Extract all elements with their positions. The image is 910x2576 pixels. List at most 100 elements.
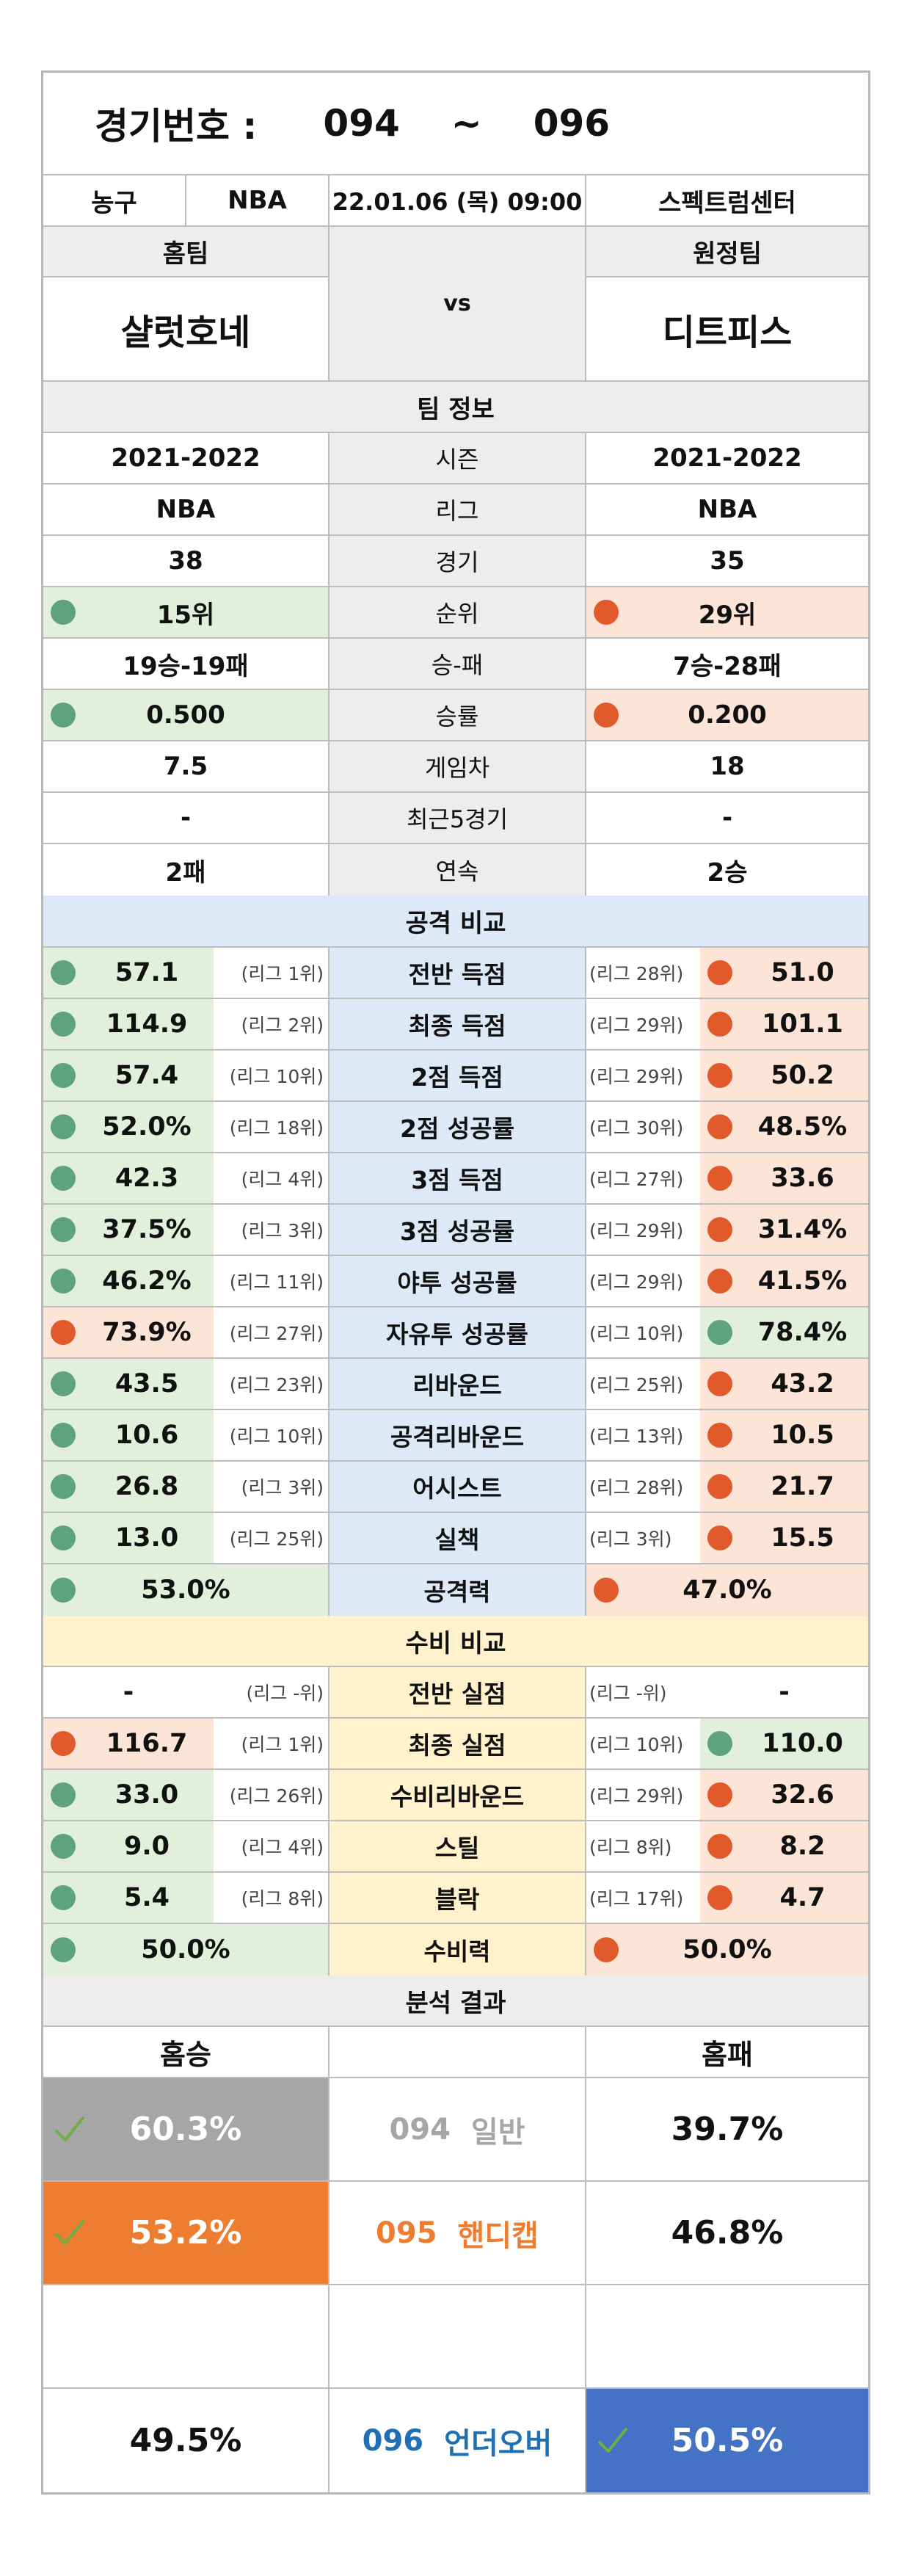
- away-value-cell: 35: [586, 536, 868, 586]
- home-probability-cell: 53.2%: [43, 2182, 330, 2284]
- red-dot-icon: [707, 1474, 732, 1499]
- red-dot-icon: [707, 1525, 732, 1550]
- away-probability: 50.5%: [671, 2422, 784, 2459]
- away-stat-cell: 48.5%: [700, 1102, 868, 1152]
- home-stat-cell: 57.1: [43, 948, 214, 998]
- team-info-row: 7.5 게임차 18: [43, 741, 868, 793]
- check-icon: [51, 2111, 89, 2149]
- away-rank: (리그 13위): [589, 1426, 684, 1447]
- home-probability-cell: 49.5%: [43, 2389, 330, 2492]
- analysis-title-row: 분석 결과: [43, 1975, 868, 2027]
- green-dot-icon: [51, 1525, 76, 1550]
- away-stat-cell: 110.0: [700, 1719, 868, 1768]
- home-value-cell: 2패: [43, 844, 330, 896]
- stat-label: 승률: [330, 690, 586, 740]
- away-value: NBA: [697, 495, 757, 524]
- away-stat-value: 41.5%: [757, 1266, 848, 1296]
- green-dot-icon: [51, 1423, 76, 1448]
- away-stat-cell: 33.6: [700, 1153, 868, 1203]
- teams-block: 홈팀 샬럿호네 vs 원정팀 디트피스: [43, 227, 868, 382]
- attack-stat-row: 57.1 (리그 1위) 전반 득점 (리그 28위) 51.0: [43, 948, 868, 999]
- away-stat-value: 110.0: [762, 1729, 843, 1758]
- home-stat-cell: 5.4: [43, 1873, 214, 1923]
- away-value: 2승: [707, 857, 748, 888]
- stat-label: 야투 성공률: [330, 1256, 586, 1306]
- home-stat-value: 46.2%: [102, 1266, 192, 1296]
- green-dot-icon: [51, 1885, 76, 1910]
- away-value-cell: 7승-28패: [586, 639, 868, 689]
- away-rank: (리그 8위): [589, 1837, 672, 1858]
- league-cell: NBA: [186, 175, 330, 225]
- bet-code: 096: [362, 2423, 424, 2458]
- home-rank: (리그 3위): [214, 1462, 330, 1512]
- away-rank: (리그 30위): [589, 1117, 684, 1139]
- home-stat-value: 57.1: [114, 958, 179, 987]
- home-stat-cell: 116.7: [43, 1719, 214, 1768]
- stat-label: 실책: [330, 1513, 586, 1563]
- red-dot-icon: [707, 1269, 732, 1294]
- attack-stat-row: 114.9 (리그 2위) 최종 득점 (리그 29위) 101.1: [43, 999, 868, 1051]
- green-dot-icon: [51, 1166, 76, 1191]
- home-rank: (리그 8위): [214, 1873, 330, 1923]
- away-rank: (리그 29위): [589, 1220, 684, 1241]
- away-probability: 46.8%: [671, 2214, 784, 2252]
- red-dot-icon: [707, 960, 732, 985]
- away-stat-cell: 32.6: [700, 1770, 868, 1820]
- attack-rows: 57.1 (리그 1위) 전반 득점 (리그 28위) 51.0 114.9 (리그 2위)…: [43, 948, 868, 1616]
- stat-label: 리그: [330, 485, 586, 534]
- stat-label: 3점 득점: [330, 1153, 586, 1203]
- home-stat-value: 73.9%: [102, 1318, 192, 1347]
- away-rank: (리그 27위): [589, 1169, 684, 1190]
- home-rank: (리그 25위): [214, 1513, 330, 1563]
- away-value: 35: [710, 546, 745, 576]
- red-dot-icon: [594, 1937, 619, 1962]
- home-rank: (리그 11위): [214, 1256, 330, 1306]
- away-value: 18: [710, 752, 745, 781]
- green-dot-icon: [51, 960, 76, 985]
- stat-label: 전반 득점: [330, 948, 586, 998]
- title-row: 경기번호 : 094 ~ 096: [43, 73, 868, 175]
- away-stat-cell: 41.5%: [700, 1256, 868, 1306]
- team-info-row: 2패 연속 2승: [43, 844, 868, 896]
- stat-label: 시즌: [330, 433, 586, 483]
- away-stat-value: 43.2: [771, 1369, 834, 1398]
- attack-stat-row: 43.5 (리그 23위) 리바운드 (리그 25위) 43.2: [43, 1359, 868, 1410]
- home-team-label: 홈팀: [43, 227, 328, 278]
- away-probability: 39.7%: [671, 2111, 784, 2148]
- power-label: 수비력: [330, 1924, 586, 1975]
- home-value: -: [180, 803, 192, 832]
- bet-type-cell: 095 핸디캡: [330, 2182, 586, 2284]
- home-power-value: 53.0%: [141, 1575, 230, 1605]
- away-stat-cell: 78.4%: [700, 1307, 868, 1357]
- green-dot-icon: [51, 1937, 76, 1962]
- attack-title-row: 공격 비교: [43, 896, 868, 948]
- analysis-sheet: 경기번호 : 094 ~ 096 농구 NBA 22.01.06 (목) 09:…: [41, 70, 870, 2495]
- home-stat-value: 33.0: [114, 1780, 179, 1810]
- away-rank: (리그 17위): [589, 1888, 684, 1909]
- home-stat-value: 116.7: [106, 1729, 188, 1758]
- home-stat-cell: 114.9: [43, 999, 214, 1049]
- home-stat-cell: 10.6: [43, 1410, 214, 1460]
- stat-label: 자유투 성공률: [330, 1307, 586, 1357]
- stat-label: 스틸: [330, 1821, 586, 1871]
- away-stat-cell: 21.7: [700, 1462, 868, 1512]
- away-value: 2021-2022: [652, 443, 802, 473]
- home-rank: (리그 10위): [214, 1051, 330, 1100]
- away-rank: (리그 29위): [589, 1066, 684, 1087]
- home-stat-value: 10.6: [114, 1421, 179, 1450]
- away-probability-cell: 50.5%: [586, 2389, 868, 2492]
- bet-type: 일반: [470, 2115, 525, 2149]
- home-value-cell: NBA: [43, 485, 330, 534]
- defense-title: 수비 비교: [405, 1628, 506, 1658]
- home-stat-cell: 9.0: [43, 1821, 214, 1871]
- home-power-cell: 53.0%: [43, 1564, 330, 1616]
- title-cell: 경기번호 : 094 ~ 096: [43, 73, 868, 174]
- home-probability: 60.3%: [129, 2111, 242, 2148]
- green-dot-icon: [51, 600, 76, 625]
- away-value: 29위: [698, 600, 757, 630]
- attack-stat-row: 13.0 (리그 25위) 실책 (리그 3위) 15.5: [43, 1513, 868, 1564]
- green-dot-icon: [51, 1114, 76, 1139]
- home-rank: (리그 10위): [214, 1410, 330, 1460]
- analysis-row: 60.3% 094 일반 39.7%: [43, 2078, 868, 2182]
- home-win-label: 홈승: [43, 2027, 330, 2077]
